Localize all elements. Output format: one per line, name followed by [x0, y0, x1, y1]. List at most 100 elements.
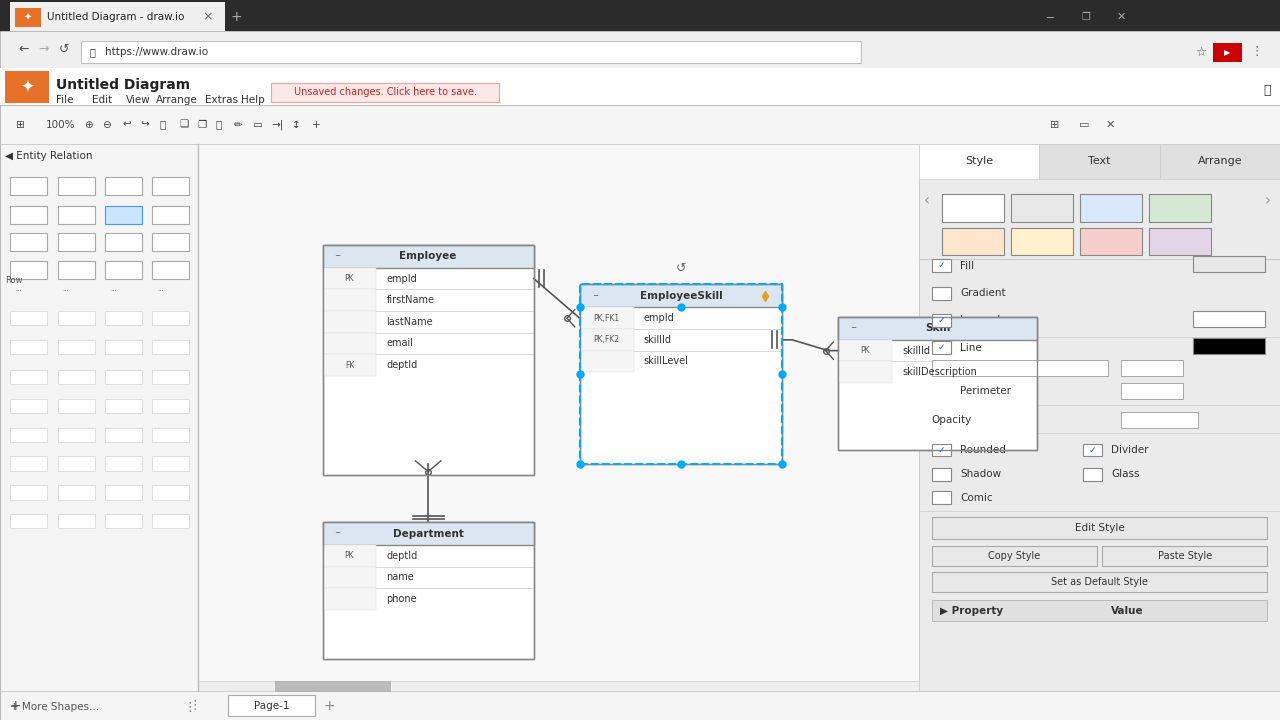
Text: ▭: ▭	[252, 120, 262, 130]
Text: ▶: ▶	[1224, 48, 1231, 57]
FancyBboxPatch shape	[152, 233, 189, 251]
FancyBboxPatch shape	[323, 522, 534, 545]
Text: Page-1: Page-1	[253, 701, 289, 711]
Text: ...: ...	[15, 287, 22, 292]
FancyBboxPatch shape	[580, 329, 634, 351]
FancyBboxPatch shape	[10, 206, 47, 224]
Text: ✦: ✦	[20, 78, 33, 96]
FancyBboxPatch shape	[105, 514, 142, 528]
Text: 100%: 100%	[46, 120, 76, 130]
FancyBboxPatch shape	[0, 691, 1280, 720]
FancyBboxPatch shape	[152, 428, 189, 442]
FancyBboxPatch shape	[58, 340, 95, 354]
FancyBboxPatch shape	[932, 517, 1267, 539]
FancyBboxPatch shape	[105, 206, 142, 224]
Text: +: +	[312, 120, 321, 130]
Text: View: View	[125, 95, 150, 105]
Text: 100 %: 100 %	[1146, 415, 1174, 424]
Text: ──────: ──────	[987, 364, 1018, 373]
Text: ☆: ☆	[1196, 45, 1206, 58]
FancyBboxPatch shape	[323, 522, 534, 659]
Text: ✓: ✓	[938, 261, 945, 270]
Text: Help: Help	[241, 95, 265, 105]
FancyBboxPatch shape	[323, 588, 376, 610]
FancyBboxPatch shape	[105, 311, 142, 325]
FancyBboxPatch shape	[932, 572, 1267, 592]
Text: Gradient: Gradient	[960, 288, 1006, 298]
FancyBboxPatch shape	[152, 399, 189, 413]
Text: ⋮: ⋮	[1251, 45, 1263, 58]
Text: https://www.draw.io: https://www.draw.io	[105, 47, 209, 57]
FancyBboxPatch shape	[58, 233, 95, 251]
Text: ×: ×	[202, 11, 212, 24]
Text: ❏: ❏	[179, 120, 188, 130]
Text: ❐: ❐	[197, 120, 206, 130]
Text: deptId: deptId	[387, 551, 417, 561]
Text: Lanecolor: Lanecolor	[960, 315, 1011, 325]
FancyBboxPatch shape	[323, 333, 376, 354]
FancyBboxPatch shape	[1083, 468, 1102, 481]
FancyBboxPatch shape	[152, 514, 189, 528]
Text: ▶ Property: ▶ Property	[940, 606, 1002, 616]
Text: skillId: skillId	[644, 335, 672, 345]
Text: ↩: ↩	[123, 120, 132, 130]
FancyBboxPatch shape	[152, 456, 189, 471]
Text: Value: Value	[1111, 606, 1143, 616]
Text: Set as Default Style: Set as Default Style	[1051, 577, 1148, 587]
Text: Shadow: Shadow	[960, 469, 1001, 480]
Text: Arrange: Arrange	[156, 95, 198, 105]
FancyBboxPatch shape	[58, 485, 95, 500]
Text: ...: ...	[110, 287, 116, 292]
Text: 🗑: 🗑	[160, 120, 166, 130]
Text: ↪: ↪	[141, 120, 150, 130]
Text: 🪣: 🪣	[215, 120, 221, 130]
FancyBboxPatch shape	[1213, 43, 1242, 62]
Text: Row: Row	[5, 276, 23, 284]
FancyBboxPatch shape	[152, 311, 189, 325]
FancyBboxPatch shape	[10, 2, 225, 31]
Text: Glass: Glass	[1111, 469, 1139, 480]
FancyBboxPatch shape	[323, 268, 376, 289]
FancyBboxPatch shape	[58, 206, 95, 224]
Text: ✏: ✏	[234, 120, 243, 130]
Text: ↕: ↕	[292, 120, 301, 130]
FancyBboxPatch shape	[58, 456, 95, 471]
FancyBboxPatch shape	[152, 261, 189, 279]
Text: skillId: skillId	[902, 346, 931, 356]
Text: skillLevel: skillLevel	[644, 356, 689, 366]
Text: ─: ─	[1046, 12, 1053, 22]
Text: ⊞: ⊞	[1050, 120, 1059, 130]
FancyBboxPatch shape	[932, 491, 951, 504]
Text: 🌐: 🌐	[1263, 84, 1271, 96]
FancyBboxPatch shape	[1121, 360, 1183, 376]
FancyBboxPatch shape	[323, 245, 534, 268]
FancyBboxPatch shape	[105, 177, 142, 195]
FancyBboxPatch shape	[105, 456, 142, 471]
FancyBboxPatch shape	[838, 340, 892, 361]
Text: EmployeeSkill: EmployeeSkill	[640, 291, 722, 301]
FancyBboxPatch shape	[10, 485, 47, 500]
Text: Style: Style	[965, 156, 993, 166]
FancyBboxPatch shape	[580, 284, 782, 464]
FancyBboxPatch shape	[580, 284, 782, 307]
Text: Copy Style: Copy Style	[988, 551, 1041, 561]
Text: →|: →|	[271, 120, 284, 130]
FancyBboxPatch shape	[228, 695, 315, 716]
Text: 0 pt: 0 pt	[1143, 387, 1161, 395]
Text: Department: Department	[393, 528, 463, 539]
FancyBboxPatch shape	[932, 360, 1108, 376]
FancyBboxPatch shape	[1149, 228, 1211, 255]
FancyBboxPatch shape	[0, 0, 1280, 31]
Text: Untitled Diagram - draw.io: Untitled Diagram - draw.io	[47, 12, 184, 22]
Text: Skill: Skill	[925, 323, 950, 333]
Text: deptId: deptId	[387, 360, 417, 370]
FancyBboxPatch shape	[932, 546, 1097, 566]
Text: PK,FK2: PK,FK2	[594, 336, 620, 344]
Text: 🔒: 🔒	[90, 47, 96, 57]
FancyBboxPatch shape	[10, 456, 47, 471]
Text: ✓: ✓	[938, 316, 945, 325]
FancyBboxPatch shape	[81, 41, 861, 63]
FancyBboxPatch shape	[1083, 444, 1102, 456]
FancyBboxPatch shape	[942, 228, 1004, 255]
Text: Divider: Divider	[1111, 445, 1148, 455]
